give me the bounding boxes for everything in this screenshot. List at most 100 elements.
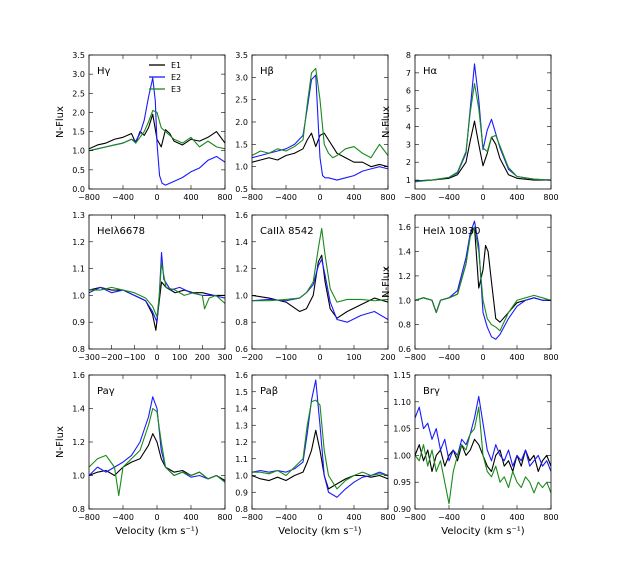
series-line-e2 (415, 395, 551, 472)
series-line-e3 (252, 399, 388, 490)
panel-3: −800 −400 0 400 800 1 2 3 4 5 6 7 8 Hα N-Flux (381, 51, 559, 202)
y-tick-label: 1.0 (235, 472, 248, 481)
series-line-e1 (89, 433, 225, 482)
y-tick-label: 0.9 (72, 318, 85, 327)
x-tick-label: −800 (404, 353, 426, 362)
panel-label: CaIIλ 8542 (260, 226, 314, 237)
y-tick-label: 3.5 (72, 51, 85, 60)
y-tick-label: 1.4 (398, 248, 411, 257)
x-tick-label: 400 (183, 193, 198, 202)
x-tick-label: 400 (346, 513, 361, 522)
y-tick-label: 1.6 (398, 223, 411, 232)
y-tick-label: 1.00 (393, 451, 411, 460)
y-tick-label: 2.5 (72, 89, 85, 98)
x-tick-label: −800 (404, 193, 426, 202)
panel-8: −800 −400 0 400 800 0.8 0.9 1.0 1.1 1.2 1.3 1.4 1.5 1… (235, 371, 395, 537)
x-tick-label: 0 (480, 193, 485, 202)
x-tick-label: 0 (154, 513, 159, 522)
series-group (89, 77, 225, 186)
y-tick-label: 2.5 (235, 96, 248, 105)
y-tick-label: 1.6 (72, 371, 85, 380)
series-group (252, 379, 388, 498)
y-tick-label: 0.6 (235, 345, 248, 354)
x-tick-label: 0 (154, 353, 159, 362)
x-tick-label: −100 (123, 353, 145, 362)
y-tick-label: 0.0 (72, 185, 85, 194)
x-tick-label: 100 (346, 353, 361, 362)
y-tick-label: 0.5 (72, 166, 85, 175)
y-tick-label: 1.2 (235, 438, 248, 447)
y-tick-label: 1.0 (72, 147, 85, 156)
legend-label-e2: E2 (171, 73, 181, 82)
x-tick-label: 400 (509, 513, 524, 522)
x-tick-label: −400 (112, 193, 134, 202)
panel-7: −800 −400 0 400 800 0.8 1.0 1.2 1.4 1.6 Paγ N-Flux V… (55, 371, 233, 537)
y-tick-label: 4 (406, 122, 411, 131)
y-tick-label: 1.2 (72, 238, 85, 247)
series-line-e1 (89, 113, 225, 150)
x-tick-label: −800 (241, 193, 263, 202)
x-tick-label: 200 (380, 353, 395, 362)
y-tick-label: 1.15 (393, 371, 411, 380)
series-group (89, 251, 225, 331)
series-group (415, 63, 551, 183)
x-tick-label: 800 (543, 193, 558, 202)
series-line-e3 (415, 406, 551, 505)
y-tick-label: 1.10 (393, 398, 411, 407)
legend-label-e3: E3 (171, 85, 181, 94)
x-tick-label: −800 (404, 513, 426, 522)
series-line-e3 (415, 83, 551, 183)
x-tick-label: 800 (380, 513, 395, 522)
y-tick-label: 1.0 (72, 291, 85, 300)
series-group (415, 220, 551, 340)
y-tick-label: 8 (406, 51, 411, 60)
y-tick-label: 0.90 (393, 505, 411, 514)
y-tick-label: 1.1 (72, 265, 85, 274)
x-tick-label: 400 (346, 193, 361, 202)
y-tick-label: 1 (406, 176, 411, 185)
series-line-e3 (252, 227, 388, 303)
y-axis-label: N-Flux (55, 106, 66, 138)
y-tick-label: 1.0 (398, 296, 411, 305)
y-tick-label: 1.6 (235, 371, 248, 380)
x-axis-label: Velocity (km s⁻¹) (441, 526, 525, 537)
y-tick-label: 0.9 (235, 488, 248, 497)
panel-2: −800 −400 0 400 800 0.5 1.0 1.5 2.0 2.5 3.0 3.5 Hβ (235, 51, 395, 202)
x-tick-label: −400 (112, 513, 134, 522)
panel-label: Hβ (260, 66, 274, 77)
y-tick-label: 1.3 (235, 421, 248, 430)
panel-label: HeIλ 10830 (423, 226, 481, 237)
y-tick-label: 1.5 (72, 128, 85, 137)
series-line-e1 (252, 132, 388, 168)
x-tick-label: 0 (154, 193, 159, 202)
y-tick-label: 0.95 (393, 478, 411, 487)
x-tick-label: −400 (275, 513, 297, 522)
x-tick-label: 200 (195, 353, 210, 362)
legend: E1 E2 E3 (149, 61, 181, 94)
panel-label: HeIλ6678 (97, 226, 145, 237)
y-tick-label: 1.4 (235, 405, 248, 414)
panel-9: −800 −400 0 400 800 0.90 0.95 1.00 1.05 1.10 1.15 B… (393, 371, 558, 537)
x-tick-label: 0 (317, 513, 322, 522)
x-tick-label: 800 (543, 513, 558, 522)
series-line-e2 (89, 77, 225, 186)
x-tick-label: −400 (275, 193, 297, 202)
x-tick-label: −400 (438, 513, 460, 522)
y-tick-label: 1.5 (235, 388, 248, 397)
series-line-e2 (415, 220, 551, 340)
panel-label: Hα (423, 66, 438, 77)
y-tick-label: 0.6 (398, 345, 411, 354)
y-axis-label: N-Flux (381, 266, 392, 298)
panel-5: −200 −100 0 100 200 0.6 0.8 1.0 1.2 1.4 1.6 CaIIλ 8… (235, 211, 395, 362)
x-tick-label: −200 (241, 353, 263, 362)
y-tick-label: 1.2 (398, 272, 411, 281)
y-tick-label: 0.8 (72, 505, 85, 514)
panel-label: Hγ (97, 66, 111, 77)
panel-label: Paγ (97, 386, 115, 397)
y-tick-label: 3 (406, 140, 411, 149)
y-tick-label: 1.3 (72, 211, 85, 220)
series-line-e1 (252, 254, 388, 319)
y-tick-label: 1.2 (235, 265, 248, 274)
y-tick-label: 1.4 (235, 238, 248, 247)
x-tick-label: 100 (172, 353, 187, 362)
